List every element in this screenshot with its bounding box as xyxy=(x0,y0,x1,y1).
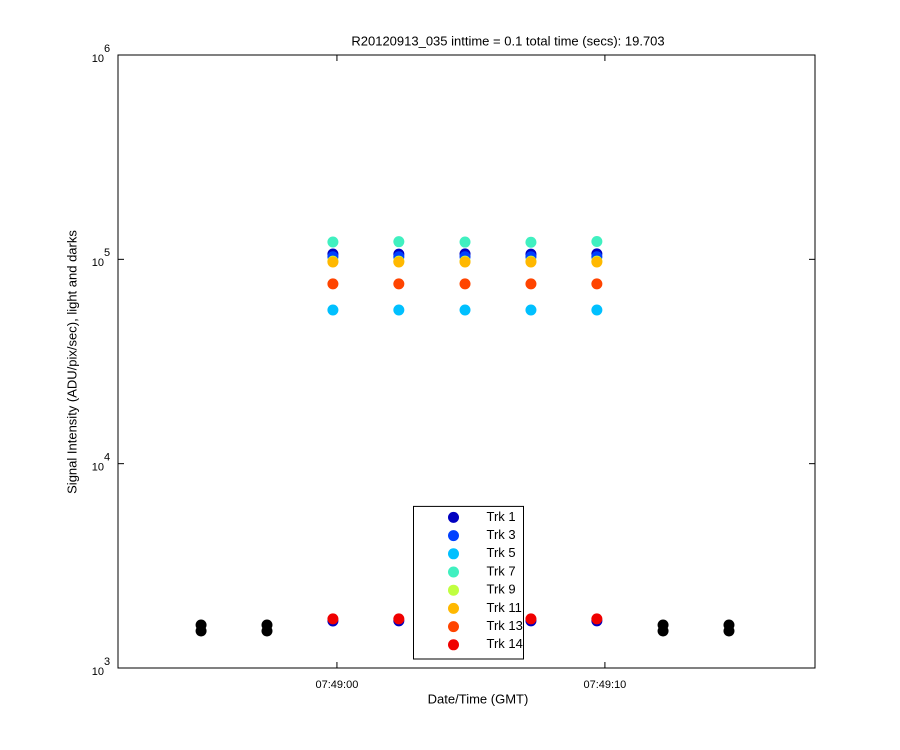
data-point xyxy=(459,256,471,268)
legend-label: Trk 1 xyxy=(487,509,516,524)
legend-marker xyxy=(448,584,459,596)
data-point xyxy=(393,278,405,290)
data-point xyxy=(327,613,339,625)
y-tick-exponent: 3 xyxy=(104,656,110,668)
x-tick-label: 07:49:10 xyxy=(583,679,626,691)
legend-label: Trk 11 xyxy=(487,600,522,615)
legend-box xyxy=(413,505,524,660)
data-point xyxy=(459,236,471,248)
legend-label: Trk 13 xyxy=(487,618,523,633)
data-point xyxy=(525,613,537,625)
data-point xyxy=(393,256,405,268)
data-point xyxy=(525,278,537,290)
y-tick-exponent: 6 xyxy=(104,43,110,55)
legend-marker xyxy=(448,566,459,578)
data-point xyxy=(393,304,405,316)
legend-marker xyxy=(448,602,459,614)
y-tick-exponent: 4 xyxy=(104,452,110,464)
legend-label: Trk 7 xyxy=(487,563,516,578)
data-point xyxy=(591,304,603,316)
data-point xyxy=(393,613,405,625)
data-point xyxy=(459,278,471,290)
y-axis-label: Signal Intensity (ADU/pix/sec), light an… xyxy=(64,230,79,494)
data-point xyxy=(723,625,735,637)
x-tick-label: 07:49:00 xyxy=(316,679,359,691)
data-point xyxy=(525,256,537,268)
data-point xyxy=(525,236,537,248)
data-point xyxy=(657,625,669,637)
legend-marker xyxy=(448,621,459,633)
legend-label: Trk 14 xyxy=(487,636,523,651)
data-point xyxy=(591,256,603,268)
y-tick-label: 10 xyxy=(92,53,104,65)
data-point xyxy=(525,304,537,316)
y-tick-label: 10 xyxy=(92,257,104,269)
legend-marker xyxy=(448,548,459,560)
data-point xyxy=(195,625,207,637)
data-point xyxy=(327,236,339,248)
data-point xyxy=(327,304,339,316)
y-tick-exponent: 5 xyxy=(104,247,110,259)
y-tick-label: 10 xyxy=(92,666,104,678)
y-tick-label: 10 xyxy=(92,462,104,474)
data-point xyxy=(591,278,603,290)
data-point xyxy=(591,236,603,248)
legend-marker xyxy=(448,639,459,651)
x-axis-label: Date/Time (GMT) xyxy=(428,691,529,706)
data-point xyxy=(459,304,471,316)
legend-marker xyxy=(448,511,459,523)
data-point xyxy=(327,278,339,290)
legend-marker xyxy=(448,530,459,542)
data-point xyxy=(591,613,603,625)
data-point xyxy=(393,236,405,248)
data-point xyxy=(327,256,339,268)
legend-label: Trk 3 xyxy=(487,527,516,542)
legend-label: Trk 9 xyxy=(487,582,516,597)
legend-label: Trk 5 xyxy=(487,545,516,560)
data-point xyxy=(261,625,273,637)
chart-title: R20120913_035 inttime = 0.1 total time (… xyxy=(351,33,664,48)
